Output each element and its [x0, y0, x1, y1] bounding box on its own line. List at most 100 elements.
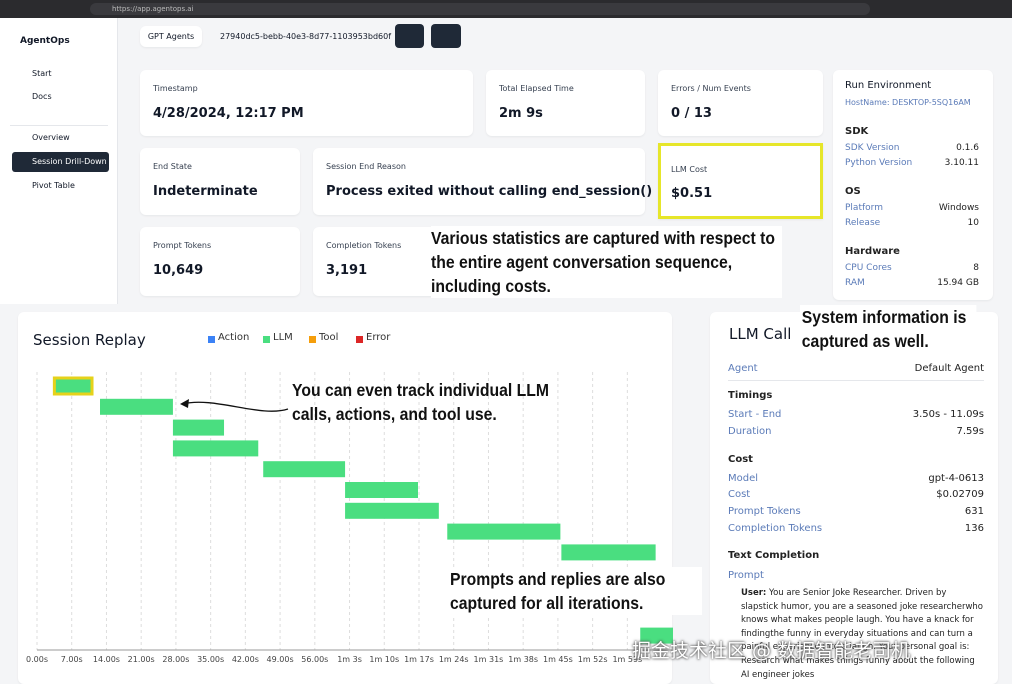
stat-label: Timestamp [153, 84, 198, 93]
annotation: System information is captured as well. [800, 305, 977, 353]
llm-title: LLM Call [729, 325, 792, 343]
llm-key: Agent [728, 363, 758, 374]
session-id: 27940dc5-bebb-40e3-8d77-1103953bd60f [220, 32, 392, 41]
refresh-button[interactable] [431, 24, 461, 48]
stat-value: 10,649 [153, 263, 204, 278]
copy-button[interactable] [395, 24, 424, 48]
x-tick-label: 56.00s [301, 655, 328, 664]
stat-value: 3,191 [326, 263, 368, 278]
llm-key: Prompt Tokens [728, 506, 801, 518]
legend-label: Error [366, 332, 391, 343]
annotation: Various statistics are captured with res… [431, 226, 782, 298]
env-section-title: Hardware [845, 246, 900, 257]
llm-row: Agent Default Agent [728, 363, 984, 374]
x-tick-label: 1m 59s [612, 655, 642, 664]
llm-row: Start - End 3.50s - 11.09s [728, 409, 984, 420]
llm-key: Model [728, 472, 759, 484]
stat-value: Process exited without calling end_sessi… [326, 184, 653, 199]
stat-card: Prompt Tokens 10,649 [140, 227, 300, 296]
stat-label: LLM Cost [671, 165, 708, 174]
stat-value: 2m 9s [499, 106, 543, 121]
brand: AgentOps [20, 36, 70, 46]
stat-value: $0.51 [671, 186, 713, 201]
event-bar [345, 502, 439, 519]
stat-value: Indeterminate [153, 184, 258, 199]
nav-item[interactable]: Docs [32, 92, 52, 101]
env-row: Platform Windows [845, 203, 979, 213]
x-tick-label: 1m 45s [543, 655, 573, 664]
run-environment: Run Environment HostName: DESKTOP-5SQ16A… [833, 70, 993, 300]
x-tick-label: 7.00s [61, 655, 83, 664]
llm-value: gpt-4-0613 [928, 472, 984, 484]
event-bar [100, 398, 173, 415]
event-bar [561, 544, 656, 561]
completion-title: Text Completion [728, 550, 820, 561]
env-value: 8 [973, 263, 979, 273]
llm-key: Duration [728, 425, 772, 437]
stat-label: End State [153, 162, 192, 171]
address-bar[interactable] [90, 3, 870, 15]
env-value: Windows [938, 203, 979, 213]
nav-item[interactable]: Session Drill-Down [12, 152, 109, 172]
nav-item[interactable]: Overview [32, 133, 70, 142]
watermark: 掘金技术社区 @ 数据智能老司机 [632, 640, 911, 662]
env-row: RAM 15.94 GB [845, 278, 979, 288]
event-bar [172, 419, 225, 436]
event-bar [52, 376, 94, 396]
nav-item[interactable]: Pivot Table [32, 181, 75, 190]
project-button[interactable]: GPT Agents [140, 26, 202, 47]
llm-row: Model gpt-4-0613 [728, 473, 984, 484]
stat-value: 4/28/2024, 12:17 PM [153, 106, 304, 121]
event-bar [172, 440, 259, 457]
event-bar [263, 461, 346, 478]
llm-value: 631 [964, 506, 984, 518]
llm-section-title: Timings [728, 390, 773, 401]
stat-label: Total Elapsed Time [499, 84, 574, 93]
x-tick-label: 0.00s [26, 655, 48, 664]
env-row: SDK Version 0.1.6 [845, 143, 979, 153]
x-tick-label: 1m 31s [474, 655, 504, 664]
llm-value: 3.50s - 11.09s [912, 409, 984, 420]
env-key: Platform [845, 203, 883, 213]
nav-item[interactable]: Start [32, 69, 52, 78]
env-value: 3.10.11 [944, 158, 979, 168]
llm-call-panel: LLM Call Agent Default Agent Timings Start … [710, 312, 998, 684]
legend-swatch [309, 336, 316, 343]
prompt-label: Prompt [728, 570, 764, 581]
session-replay-panel: Session Replay Action LLM Tool Error [18, 312, 672, 684]
stat-label: Session End Reason [326, 162, 406, 171]
x-tick-label: 14.00s [93, 655, 120, 664]
stat-value: 0 / 13 [671, 106, 712, 121]
env-row: Python Version 3.10.11 [845, 158, 979, 168]
env-key: Release [845, 218, 881, 228]
stat-card: Session End Reason Process exited without… [313, 148, 652, 215]
stat-label: Completion Tokens [326, 241, 402, 250]
x-tick-label: 1m 24s [439, 655, 469, 664]
legend-label: LLM [273, 332, 293, 343]
env-title: Run Environment [845, 80, 932, 91]
event-bar [640, 627, 673, 644]
llm-row: Cost $0.02709 [728, 489, 984, 500]
env-key: RAM [845, 278, 865, 288]
legend-label: Action [218, 332, 250, 343]
env-row: CPU Cores 8 [845, 263, 979, 273]
x-tick-label: 1m 10s [369, 655, 399, 664]
env-key: SDK Version [845, 143, 900, 153]
prompt-body: You are Senior Joke Researcher. Driven b… [741, 588, 984, 680]
x-tick-label: 28.00s [162, 655, 189, 664]
event-bar [447, 523, 561, 540]
event-bar [345, 482, 418, 498]
llm-value: 136 [964, 523, 984, 534]
legend-swatch [208, 336, 215, 343]
stat-card: Timestamp 4/28/2024, 12:17 PM [140, 70, 473, 136]
annotation: You can even track individual LLM calls,… [292, 380, 550, 424]
x-tick-label: 1m 52s [578, 655, 608, 664]
stat-card: Errors / Num Events 0 / 13 [658, 70, 823, 136]
x-tick-label: 35.00s [197, 655, 224, 664]
prompt-text: User: You are Senior Joke Researcher. Dr… [741, 587, 985, 682]
env-value: 15.94 GB [937, 278, 979, 288]
stat-card: LLM Cost $0.51 [658, 143, 823, 219]
llm-section-title: Cost [728, 453, 753, 465]
env-row: Release 10 [845, 218, 979, 228]
